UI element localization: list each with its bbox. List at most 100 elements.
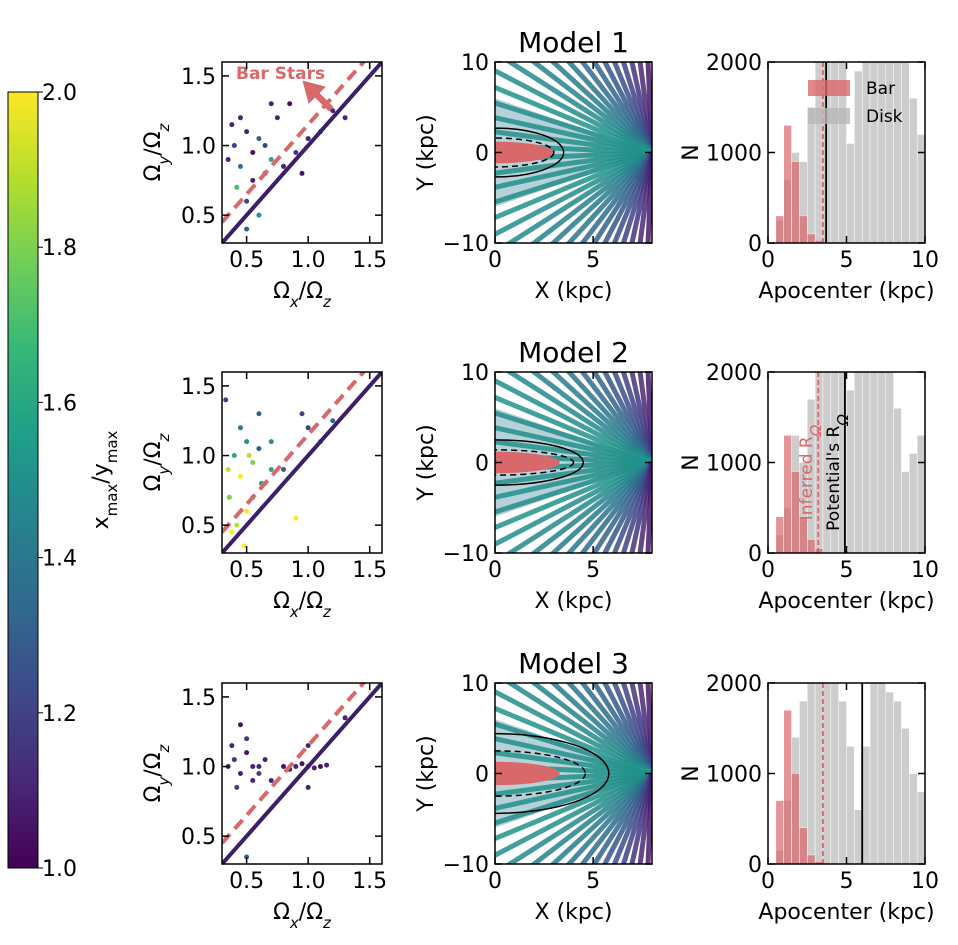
- density-ray: [549, 62, 652, 155]
- point: [256, 771, 262, 776]
- density-ray: [549, 150, 652, 243]
- x-axis-label: X (kpc): [534, 900, 612, 925]
- y-tick-label: 0: [748, 853, 762, 878]
- axis-label: Ωx/Ωz: [273, 279, 332, 311]
- density-ray: [505, 683, 652, 776]
- y-axis-label: Y (kpc): [414, 424, 439, 501]
- point: [244, 439, 250, 445]
- point: [237, 425, 243, 431]
- point: [287, 101, 293, 107]
- density-ray: [495, 425, 652, 465]
- annotation-arrow: [302, 80, 334, 112]
- y-tick-label: 1000: [706, 142, 762, 167]
- point: [262, 143, 268, 149]
- y-tick-label: 0: [748, 232, 762, 257]
- point: [237, 473, 243, 479]
- density-ray: [495, 439, 652, 465]
- density-ray: [565, 460, 652, 553]
- density-ray: [591, 683, 652, 775]
- density-ray: [495, 771, 652, 842]
- x-tick-label: 0: [488, 558, 502, 583]
- bar-region: [495, 761, 560, 786]
- point: [311, 765, 317, 771]
- colorbar: [7, 91, 39, 869]
- hist-bar: [893, 407, 902, 553]
- hist-bar: [885, 691, 894, 864]
- density-ray: [495, 771, 652, 826]
- axis-label: Potential's RΩ: [824, 414, 852, 531]
- subscript: y: [155, 155, 173, 166]
- panel-title: Model 3: [518, 647, 629, 680]
- density-ray: [591, 151, 652, 243]
- point: [234, 784, 240, 790]
- point: [226, 494, 232, 500]
- hist-bar: [807, 233, 816, 243]
- point: [250, 150, 256, 155]
- x-tick-label: 10: [911, 248, 939, 273]
- label-part: Ω: [141, 475, 166, 492]
- panel-title: Model 2: [518, 336, 629, 369]
- colorbar-tick-label: 1.2: [42, 702, 77, 727]
- subscript: z: [322, 603, 332, 621]
- x-axis-label: Apocenter (kpc): [758, 279, 934, 304]
- point: [229, 743, 235, 749]
- point: [237, 115, 243, 121]
- y-tick-label: 1000: [706, 452, 762, 477]
- density-ray: [495, 750, 652, 776]
- hist-bar: [822, 683, 832, 864]
- point: [244, 736, 250, 742]
- density-ray: [495, 688, 652, 776]
- point: [268, 156, 274, 162]
- colorbar-tick-label: 1.0: [42, 857, 77, 882]
- x-tick-label: 1.5: [352, 869, 387, 894]
- x-tick-label: 0.5: [229, 869, 264, 894]
- label-part: Potential's R: [824, 425, 844, 530]
- hist-bar: [799, 516, 808, 553]
- density-ray: [565, 771, 652, 864]
- y-tick-label: 0: [748, 542, 762, 567]
- point: [246, 453, 252, 459]
- label-part: /Ω: [141, 752, 166, 776]
- density-ray: [495, 143, 652, 155]
- label-part: Ω: [273, 900, 290, 925]
- hist-bar: [869, 683, 879, 864]
- density-ray: [495, 150, 652, 238]
- density-ray: [529, 150, 652, 243]
- x-tick-label: 1.0: [291, 869, 326, 894]
- density-core: [495, 98, 652, 207]
- label-part: Inferred R: [797, 436, 817, 520]
- x-tick-label: 1.5: [352, 558, 387, 583]
- legend-label: Bar: [866, 79, 895, 99]
- y-tick-label: 0.5: [181, 204, 216, 229]
- label-part: /Ω: [299, 900, 323, 925]
- contour: [495, 137, 555, 168]
- y-tick-label: 2000: [706, 51, 762, 76]
- bar-region: [495, 141, 554, 164]
- density-ray: [505, 771, 652, 864]
- x-tick-label: 1.5: [352, 248, 387, 273]
- density-ray: [549, 372, 652, 465]
- axis-label: Ωy/Ωz: [141, 122, 173, 181]
- point: [229, 529, 235, 535]
- density-ray: [495, 84, 652, 155]
- density-ray: [505, 62, 652, 155]
- plot-area: [495, 62, 652, 243]
- hist-bar: [861, 746, 871, 864]
- hist-bar: [916, 791, 925, 864]
- density-ray: [495, 115, 652, 155]
- axis-label: Ωx/Ωz: [273, 589, 332, 621]
- hist-bar: [893, 700, 902, 864]
- y-tick-label: 1.0: [181, 135, 216, 160]
- y-axis-label: Y (kpc): [414, 114, 439, 191]
- hist-bar: [846, 143, 855, 243]
- y-tick-label: 1.0: [181, 445, 216, 470]
- x-axis-label: X (kpc): [534, 279, 612, 304]
- label-part: /Ω: [299, 589, 323, 614]
- point: [305, 136, 311, 142]
- hist-bar: [783, 435, 792, 553]
- hist-bar: [861, 372, 871, 553]
- density-ray: [579, 460, 652, 553]
- point: [250, 777, 256, 783]
- panel-title: Model 1: [518, 26, 629, 59]
